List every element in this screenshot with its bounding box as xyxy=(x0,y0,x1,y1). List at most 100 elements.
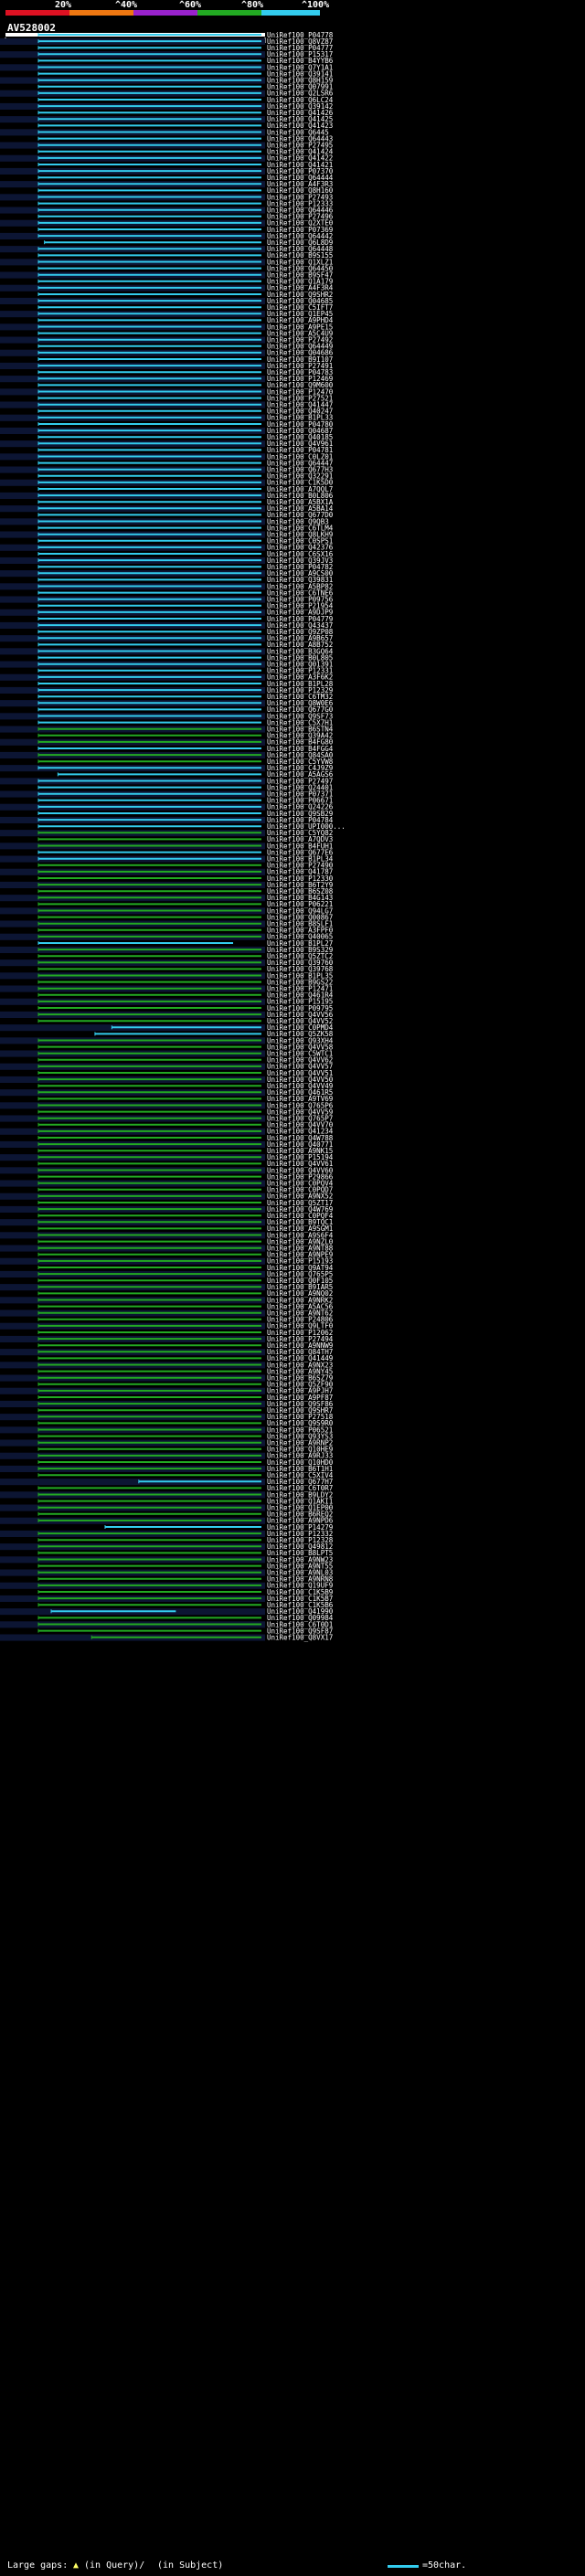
alignment-row[interactable]: UniRef100_B9TQC1 xyxy=(0,1218,333,1226)
hit-label[interactable]: UniRef100_A9NT62 xyxy=(267,1309,333,1318)
alignment-row[interactable]: UniRef100_B6SZ08 xyxy=(37,887,334,896)
hit-label[interactable]: UniRef100_C4J9Z9 xyxy=(267,764,333,772)
alignment-row[interactable]: UniRef100_P04783 xyxy=(37,368,333,376)
hit-label[interactable]: UniRef100_P06521 xyxy=(267,1426,333,1434)
alignment-row[interactable]: UniRef100_C6T0D1 xyxy=(0,1620,333,1628)
hit-label[interactable]: UniRef100_Q04685 xyxy=(267,297,333,305)
alignment-row[interactable]: UniRef100_Q9SF87 xyxy=(37,1627,333,1635)
hit-label[interactable]: UniRef100_A9NZL0 xyxy=(267,1237,334,1246)
hit-label[interactable]: UniRef100_C6SX16 xyxy=(267,550,334,558)
alignment-row[interactable]: UniRef100_P07370 xyxy=(0,167,334,175)
hit-label[interactable]: UniRef100_B6SZ79 xyxy=(267,1374,333,1383)
hit-label[interactable]: UniRef100_P15317 xyxy=(267,50,333,58)
alignment-row[interactable]: UniRef100_A9NW23 xyxy=(0,1555,333,1564)
alignment-row[interactable]: UniRef100_Q9SHR2 xyxy=(37,291,333,299)
alignment-row[interactable]: UniRef100_Q39831 xyxy=(37,576,333,584)
alignment-row[interactable]: UniRef100_B1PL33 xyxy=(0,414,333,422)
alignment-row[interactable]: UniRef100_Q2LSR6 xyxy=(0,90,334,98)
alignment-row[interactable]: UniRef100_Q24401 xyxy=(37,783,333,791)
hit-label[interactable]: UniRef100_Q9SHR2 xyxy=(267,291,333,299)
hit-label[interactable]: UniRef100_Q39A42 xyxy=(267,732,333,740)
hit-label[interactable]: UniRef100_P12329 xyxy=(267,686,333,694)
alignment-row[interactable]: UniRef100_Q64443 xyxy=(37,134,333,143)
alignment-row[interactable]: UniRef100_C6T0R7 xyxy=(37,1484,333,1492)
hit-label[interactable]: UniRef100_Q677G0 xyxy=(267,705,334,714)
alignment-row[interactable]: UniRef100_Q8W0E6 xyxy=(0,699,334,707)
hit-label[interactable]: UniRef100_P04779 xyxy=(267,615,333,623)
hit-label[interactable]: UniRef100_Q64448 xyxy=(267,245,334,253)
alignment-row[interactable]: UniRef100_Q5ZK58 xyxy=(94,1030,334,1038)
hit-label[interactable]: UniRef100_Q1XLZ1 xyxy=(267,258,333,266)
hit-label[interactable]: UniRef100_Q40247 xyxy=(267,408,333,416)
hit-label[interactable]: UniRef100_B9GS22 xyxy=(267,978,333,986)
hit-label[interactable]: UniRef100_A3F6K2 xyxy=(267,673,333,682)
hit-label[interactable]: UniRef100_B4G143 xyxy=(267,894,333,902)
alignment-row[interactable]: UniRef100_P21954 xyxy=(37,602,334,610)
hit-label[interactable]: UniRef100_P27491 xyxy=(267,362,333,370)
alignment-row[interactable]: UniRef100_B9S155 xyxy=(37,251,333,260)
alignment-row[interactable]: UniRef100_Q10HE9 xyxy=(37,1446,333,1454)
hit-label[interactable]: UniRef100_P21954 xyxy=(267,602,334,610)
alignment-row[interactable]: UniRef100_P14279 xyxy=(104,1523,333,1532)
alignment-row[interactable]: UniRef100_P04778 xyxy=(37,31,334,39)
hit-label[interactable]: UniRef100_A7QDV3 xyxy=(267,835,333,843)
alignment-row[interactable]: UniRef100_Q4VV70 xyxy=(37,1121,334,1129)
hit-label[interactable]: UniRef100_C6TNE6 xyxy=(267,588,334,597)
alignment-row[interactable]: UniRef100_A5BP82 xyxy=(0,582,333,590)
hit-label[interactable]: UniRef100_B9SF47 xyxy=(267,271,333,280)
alignment-row[interactable]: UniRef100_A5AC56 xyxy=(37,1302,334,1310)
alignment-row[interactable]: UniRef100_Q40065 xyxy=(0,933,333,941)
hit-label[interactable]: UniRef100_A9NRN8 xyxy=(267,1575,334,1584)
hit-label[interactable]: UniRef100_P04780 xyxy=(267,420,334,429)
hit-label[interactable]: UniRef100_Q39JV3 xyxy=(267,557,333,565)
hit-label[interactable]: UniRef100_Q39831 xyxy=(267,576,333,584)
hit-label[interactable]: UniRef100_Q4VV50 xyxy=(267,1076,334,1084)
hit-label[interactable]: UniRef100_A5BP82 xyxy=(267,582,333,590)
alignment-row[interactable]: UniRef100_Q32291 xyxy=(37,472,333,481)
hit-label[interactable]: UniRef100_Q01391 xyxy=(267,661,333,669)
alignment-row[interactable]: UniRef100_B6T1H1 xyxy=(0,1465,333,1473)
alignment-row[interactable]: UniRef100_B9SF47 xyxy=(0,271,333,280)
hit-label[interactable]: UniRef100_P27494 xyxy=(267,1335,334,1343)
alignment-row[interactable]: UniRef100_P27496 xyxy=(37,213,334,221)
hit-label[interactable]: UniRef100_P06671 xyxy=(267,797,333,805)
hit-label[interactable]: UniRef100_P27497 xyxy=(267,777,333,785)
alignment-row[interactable]: UniRef100_A9NZL0 xyxy=(37,1237,334,1246)
alignment-row[interactable]: UniRef100_Q5ZT17 xyxy=(37,1199,333,1207)
hit-label[interactable]: UniRef100_Q9S9R0 xyxy=(267,1419,334,1427)
alignment-row[interactable]: UniRef100_C5WTC1 xyxy=(0,1050,333,1058)
alignment-row[interactable]: UniRef100_Q677G0 xyxy=(37,705,334,714)
hit-label[interactable]: UniRef100_Q64446 xyxy=(267,207,334,215)
alignment-row[interactable]: UniRef100_P12471 xyxy=(0,985,333,993)
alignment-row[interactable]: UniRef100_P04784 xyxy=(0,816,334,824)
alignment-row[interactable]: UniRef100_Q1AKI1 xyxy=(37,1497,333,1505)
alignment-row[interactable]: UniRef100_Q64449 xyxy=(37,343,333,351)
hit-label[interactable]: UniRef100_Q4VV62 xyxy=(267,1056,333,1065)
hit-label[interactable]: UniRef100_Q40771 xyxy=(267,1140,333,1149)
hit-label[interactable]: UniRef100_Q5ZT17 xyxy=(267,1199,333,1207)
alignment-row[interactable]: UniRef100_Q1EP00 xyxy=(0,1504,334,1512)
alignment-row[interactable]: UniRef100_A3FPF0 xyxy=(37,927,334,935)
alignment-row[interactable]: UniRef100_B1PL35 xyxy=(0,971,333,980)
alignment-row[interactable]: UniRef100_A5C4U9 xyxy=(37,329,333,337)
hit-label[interactable]: UniRef100_A9PE15 xyxy=(267,323,333,331)
alignment-row[interactable]: UniRef100_P27518 xyxy=(0,1413,334,1421)
hit-label[interactable]: UniRef100_P27521 xyxy=(267,394,333,402)
alignment-row[interactable]: UniRef100_Q765P5 xyxy=(0,1270,333,1278)
alignment-row[interactable]: UniRef100_A9CS00 xyxy=(0,569,334,578)
hit-label[interactable]: UniRef100_Q39142 xyxy=(267,102,333,111)
alignment-row[interactable]: UniRef100_P04782 xyxy=(37,563,333,571)
hit-label[interactable]: UniRef100_B4FG80 xyxy=(267,738,334,747)
alignment-row[interactable]: UniRef100_Q04685 xyxy=(0,297,333,305)
hit-label[interactable]: UniRef100_P12331 xyxy=(267,667,333,675)
hit-label[interactable]: UniRef100_B9IAR5 xyxy=(267,1283,333,1291)
hit-label[interactable]: UniRef100_A9NPD6 xyxy=(267,1517,334,1525)
hit-label[interactable]: UniRef100_Q41423 xyxy=(267,122,333,130)
alignment-row[interactable]: UniRef100_P29866 xyxy=(37,1172,334,1181)
alignment-row[interactable]: UniRef100_Q1EP45 xyxy=(0,310,333,318)
hit-label[interactable]: UniRef100_C1K5B9 xyxy=(267,1588,333,1596)
alignment-row[interactable]: UniRef100_C1K5D0 xyxy=(0,479,334,487)
alignment-row[interactable]: UniRef100_P27493 xyxy=(0,193,333,201)
alignment-row[interactable]: UniRef100_B1PL27 xyxy=(37,939,333,948)
alignment-row[interactable]: UniRef100_B0L806 xyxy=(0,492,334,500)
